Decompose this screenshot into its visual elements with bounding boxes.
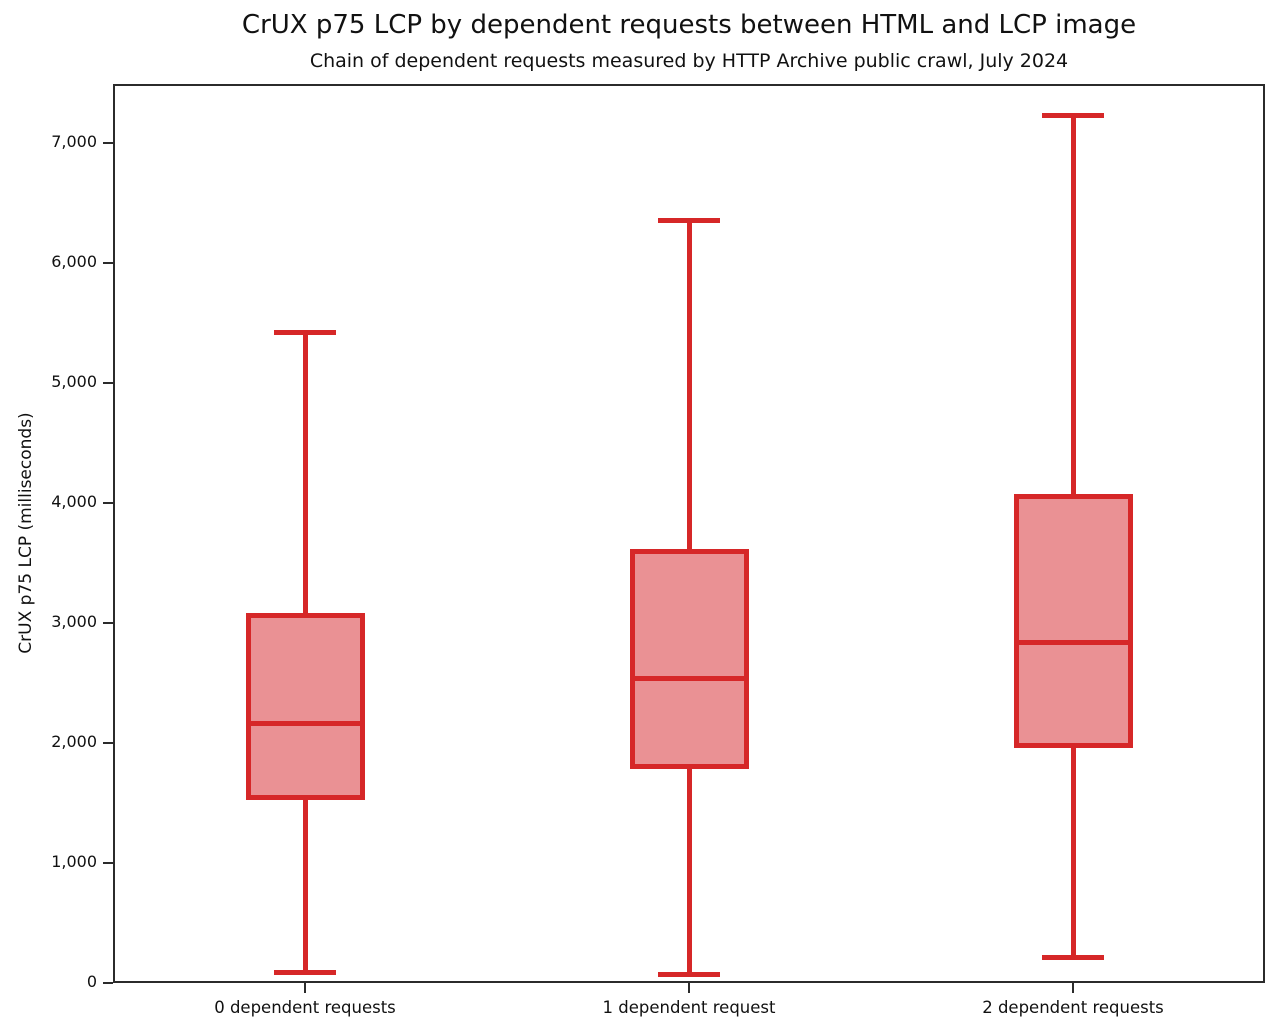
lower-whisker bbox=[1070, 747, 1076, 958]
lower-whisker bbox=[686, 768, 692, 975]
x-tick-label: 1 dependent request bbox=[602, 998, 776, 1017]
upper-whisker-cap bbox=[658, 218, 720, 224]
y-tick-mark bbox=[103, 381, 113, 384]
median-line bbox=[629, 676, 749, 682]
median-line bbox=[1013, 640, 1133, 646]
x-tick-mark bbox=[688, 983, 690, 993]
y-tick-mark bbox=[103, 621, 113, 624]
iqr-box bbox=[1013, 494, 1133, 748]
y-tick-label: 5,000 bbox=[51, 371, 97, 391]
lower-whisker-cap bbox=[1042, 954, 1104, 960]
y-tick-mark bbox=[103, 861, 113, 864]
x-tick-label: 0 dependent requests bbox=[214, 998, 396, 1017]
x-tick-mark bbox=[304, 983, 306, 993]
upper-whisker bbox=[302, 332, 308, 613]
y-tick-label: 2,000 bbox=[51, 731, 97, 751]
y-tick-label: 7,000 bbox=[51, 131, 97, 151]
lower-whisker bbox=[302, 799, 308, 973]
y-tick-label: 1,000 bbox=[51, 851, 97, 871]
lower-whisker-cap bbox=[274, 970, 336, 976]
y-tick-label: 3,000 bbox=[51, 611, 97, 631]
upper-whisker-cap bbox=[274, 329, 336, 335]
y-tick-label: 6,000 bbox=[51, 251, 97, 271]
x-tick-label: 2 dependent requests bbox=[982, 998, 1164, 1017]
y-tick-mark bbox=[103, 141, 113, 144]
lower-whisker-cap bbox=[658, 972, 720, 978]
median-line bbox=[245, 721, 365, 727]
upper-whisker bbox=[1070, 115, 1076, 495]
x-tick-mark bbox=[1072, 983, 1074, 993]
chart-title: CrUX p75 LCP by dependent requests betwe… bbox=[241, 10, 1137, 40]
y-tick-mark bbox=[103, 982, 113, 984]
iqr-box bbox=[245, 612, 365, 800]
iqr-box bbox=[629, 548, 749, 769]
y-tick-mark bbox=[103, 501, 113, 504]
upper-whisker bbox=[686, 220, 692, 549]
chart-subtitle: Chain of dependent requests measured by … bbox=[309, 50, 1069, 72]
y-tick-mark bbox=[103, 741, 113, 744]
y-tick-label: 4,000 bbox=[51, 491, 97, 511]
upper-whisker-cap bbox=[1042, 113, 1104, 119]
y-tick-label: 0 bbox=[86, 972, 97, 991]
y-tick-mark bbox=[103, 261, 113, 264]
